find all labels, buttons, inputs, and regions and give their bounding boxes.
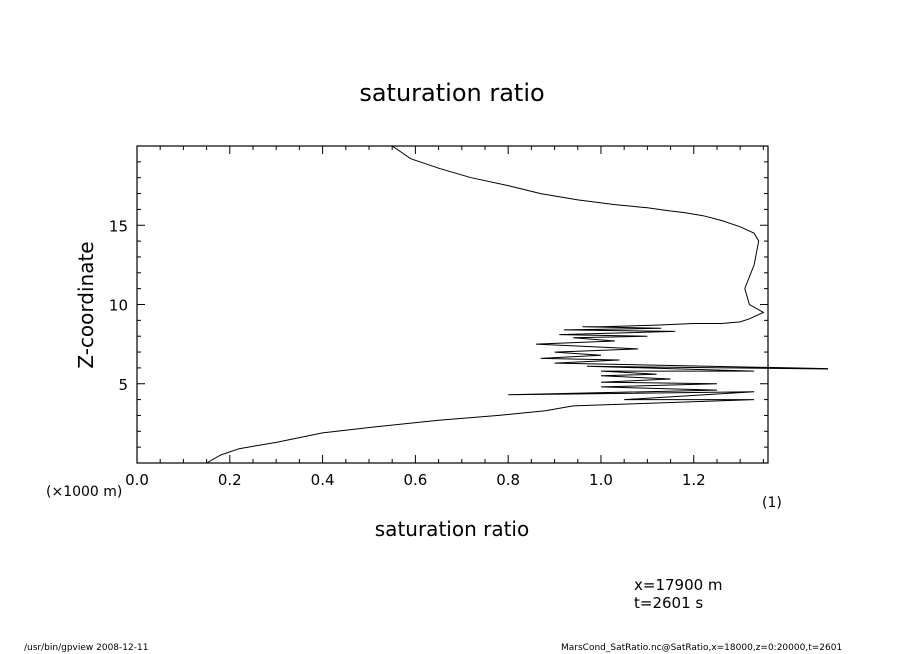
position-annotation-x: x=17900 m [634, 576, 723, 594]
chart-title: saturation ratio [359, 79, 544, 107]
y-axis-title: Z-coordinate [74, 241, 98, 368]
y-axis: 5 10 15 [109, 161, 768, 448]
y-tick-label: 5 [118, 376, 128, 394]
y-axis-unit-label: (×1000 m) [46, 484, 122, 500]
y-tick-label: 10 [109, 297, 128, 315]
x-tick-label: 1.2 [682, 471, 706, 489]
x-tick-label: 0.4 [311, 471, 335, 489]
x-axis-title: saturation ratio [375, 517, 529, 541]
x-axis: 0.0 0.2 0.4 0.6 0.8 1.0 1.2 [125, 146, 764, 489]
footer-left: /usr/bin/gpview 2008-12-11 [24, 643, 149, 653]
x-axis-unit-label: (1) [762, 495, 782, 511]
x-tick-label: 1.0 [589, 471, 613, 489]
x-tick-label: 0.2 [218, 471, 242, 489]
x-tick-label: 0.6 [403, 471, 427, 489]
x-tick-label: 0.0 [125, 471, 149, 489]
position-annotation-t: t=2601 s [634, 594, 703, 612]
x-tick-label: 0.8 [496, 471, 520, 489]
series-line [206, 145, 828, 464]
y-tick-label: 15 [109, 217, 128, 235]
footer-right: MarsCond_SatRatio.nc@SatRatio,x=18000,z=… [561, 643, 843, 653]
plot-frame [136, 145, 769, 464]
